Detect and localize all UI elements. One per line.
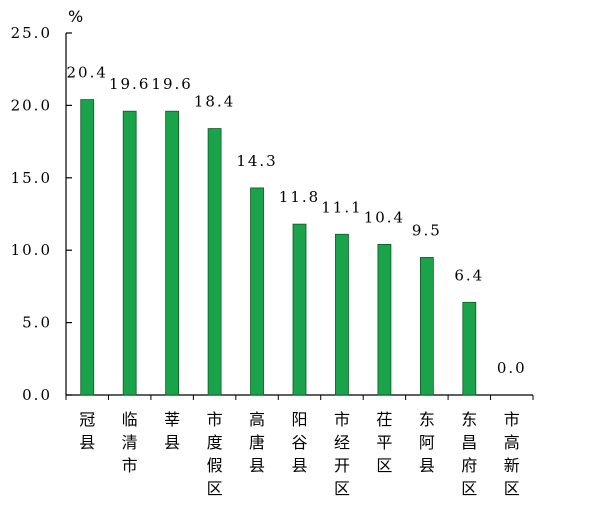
bar-value-label: 19.6 [109,75,150,93]
y-tick-label: 20.0 [11,96,52,114]
x-category-label: 市高新区 [504,410,520,498]
bar [335,233,349,396]
x-category-label: 高唐县 [249,410,265,475]
y-axis: 0.0 5.0 10.0 15.0 20.0 25.0 [11,24,72,404]
x-category-label: 临清市 [122,410,138,475]
x-category-label: 冠县 [79,410,95,452]
y-tick-label: 0.0 [22,386,52,404]
bar-value-label: 10.4 [364,208,405,226]
bar-value-label: 11.1 [321,198,362,216]
x-category-label: 东阿县 [419,410,435,475]
x-category-label: 东昌府区 [461,410,477,498]
x-axis [65,394,534,400]
bar [419,257,434,396]
bars [80,99,477,396]
bar [250,187,264,396]
bar [292,223,307,396]
bar-value-label: 14.3 [236,152,277,170]
x-category-label: 茌平区 [376,410,392,475]
bar-value-label: 0.0 [497,359,527,377]
bar [122,110,137,396]
y-axis-unit-label: % [68,7,83,26]
bar-value-label: 9.5 [412,221,442,239]
x-category-label: 市经开区 [334,410,350,498]
y-tick-label: 5.0 [22,314,52,332]
bar-value-label: 11.8 [279,188,320,206]
bar-value-label: 20.4 [67,64,108,82]
value-labels: 20.419.6 19.618.414.311.811.110.49.56.40.… [67,64,527,377]
bar [377,244,392,396]
bar [165,110,180,396]
y-tick-label: 25.0 [11,24,52,42]
bar [80,99,95,396]
category-labels: 冠县 临清市 莘县 市度假区 高唐县 阳谷县 市经开区 茌平区 东阿县 东昌府区 市高新区 [79,410,520,498]
bar-value-label: 19.6 [151,75,192,93]
x-category-label: 市度假区 [207,410,223,498]
bar [462,301,477,396]
y-tick-label: 15.0 [11,169,52,187]
bar-value-label: 18.4 [194,93,235,111]
x-category-label: 莘县 [164,410,180,452]
bar [207,128,222,396]
x-category-label: 阳谷县 [291,410,307,475]
y-tick-label: 10.0 [11,241,52,259]
bar-value-label: 6.4 [454,266,484,284]
